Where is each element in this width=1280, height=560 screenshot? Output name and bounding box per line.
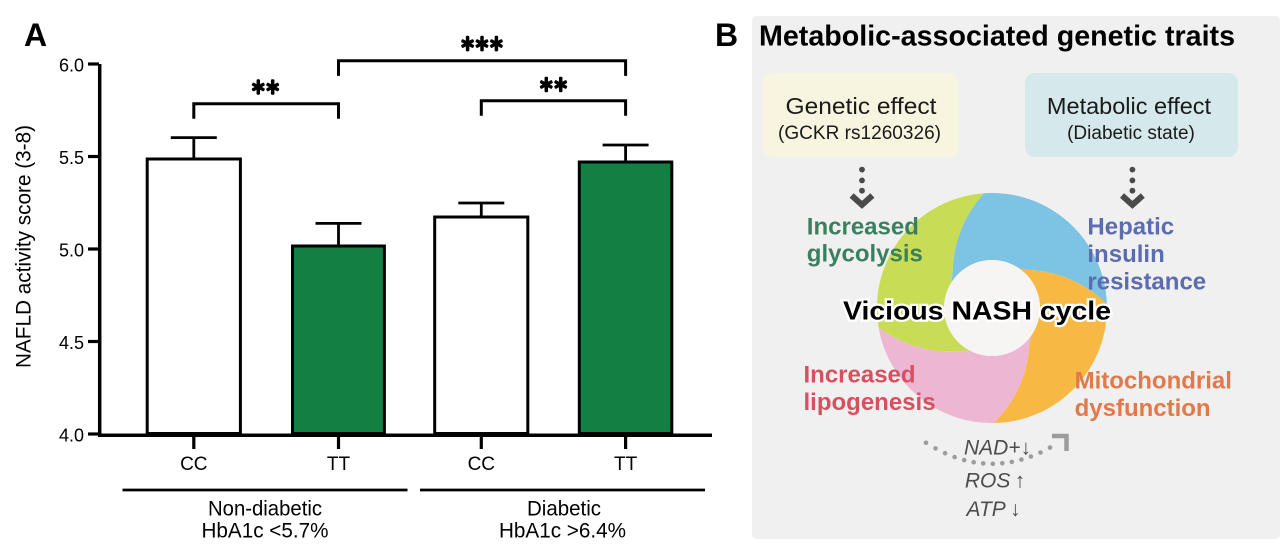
svg-text:(Diabetic state): (Diabetic state) bbox=[1067, 123, 1195, 144]
svg-text:5.5: 5.5 bbox=[59, 148, 84, 168]
svg-text:Mitochondrial: Mitochondrial bbox=[1075, 368, 1232, 395]
svg-text:4.5: 4.5 bbox=[59, 333, 84, 353]
svg-text:Non-diabetic: Non-diabetic bbox=[208, 498, 322, 521]
svg-text:Vicious NASH cycle: Vicious NASH cycle bbox=[843, 296, 1111, 326]
svg-text:HbA1c >6.4%: HbA1c >6.4% bbox=[499, 520, 626, 543]
svg-text:CC: CC bbox=[468, 454, 495, 475]
svg-text:ROS ↑: ROS ↑ bbox=[965, 469, 1025, 492]
svg-text:Increased: Increased bbox=[804, 362, 916, 389]
svg-text:4.0: 4.0 bbox=[59, 426, 84, 446]
svg-text:NAD+↓: NAD+↓ bbox=[964, 436, 1031, 459]
svg-text:(GCKR rs1260326): (GCKR rs1260326) bbox=[778, 123, 941, 144]
svg-text:B: B bbox=[715, 17, 738, 53]
svg-text:ATP ↓: ATP ↓ bbox=[965, 498, 1021, 521]
svg-text:Increased: Increased bbox=[807, 214, 919, 241]
svg-text:Genetic effect: Genetic effect bbox=[786, 93, 937, 119]
svg-text:6.0: 6.0 bbox=[59, 56, 84, 76]
svg-text:glycolysis: glycolysis bbox=[807, 240, 923, 267]
svg-text:CC: CC bbox=[180, 454, 207, 475]
svg-text:A: A bbox=[24, 17, 47, 53]
svg-text:TT: TT bbox=[327, 454, 351, 475]
svg-text:NAFLD activity score (3-8): NAFLD activity score (3-8) bbox=[13, 125, 36, 368]
svg-text:Diabetic: Diabetic bbox=[527, 498, 601, 521]
svg-text:HbA1c <5.7%: HbA1c <5.7% bbox=[202, 520, 329, 543]
svg-text:resistance: resistance bbox=[1087, 269, 1206, 296]
svg-text:Metabolic effect: Metabolic effect bbox=[1047, 93, 1212, 119]
svg-text:dysfunction: dysfunction bbox=[1075, 395, 1211, 422]
svg-text:TT: TT bbox=[614, 454, 638, 475]
svg-text:Metabolic-associated genetic t: Metabolic-associated genetic traits bbox=[759, 21, 1235, 53]
svg-text:Hepatic: Hepatic bbox=[1087, 214, 1174, 241]
svg-text:lipogenesis: lipogenesis bbox=[804, 389, 936, 416]
svg-text:insulin: insulin bbox=[1087, 241, 1164, 268]
svg-text:5.0: 5.0 bbox=[59, 241, 84, 261]
